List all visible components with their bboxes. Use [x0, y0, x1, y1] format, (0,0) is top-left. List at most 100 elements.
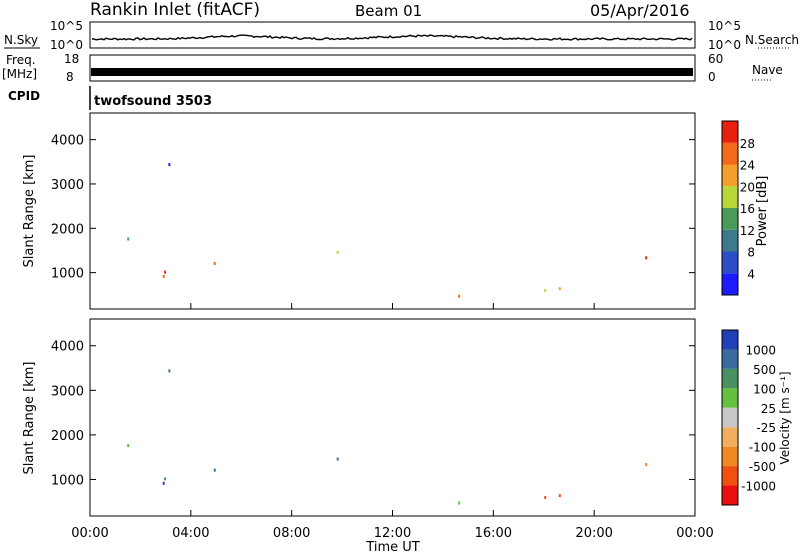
- colorbar-segment: [722, 121, 738, 143]
- velocity-echo: [213, 468, 216, 472]
- power-echo: [458, 294, 461, 298]
- y-tick-label: 4000: [51, 134, 84, 149]
- power-echo: [544, 289, 547, 293]
- colorbar-segment: [722, 349, 738, 369]
- nave-tick-high: 60: [708, 52, 723, 66]
- colorbar-tick: 28: [740, 137, 755, 151]
- power-echo: [558, 287, 561, 291]
- velocity-y-ticks: 1000 2000 3000 4000: [51, 340, 695, 488]
- freq-panel: Freq. [MHz] 18 8 Nave 60 0: [2, 52, 783, 84]
- colorbar-tick: -25: [756, 421, 776, 435]
- noise-panel: N.Sky 10^5 10^0 N.Search 10^5 10^0: [4, 19, 799, 52]
- y-tick-label: 4000: [51, 340, 84, 355]
- nsky-tick-high: 10^5: [50, 19, 83, 33]
- colorbar-segment: [722, 407, 738, 428]
- colorbar-segment: [722, 368, 738, 389]
- nave-label: Nave: [752, 63, 783, 77]
- colorbar-segment: [722, 485, 738, 505]
- velocity-echo: [168, 369, 171, 373]
- power-echo: [213, 262, 216, 265]
- velocity-echo: [458, 501, 461, 505]
- velocity-panel: 1000 2000 3000 4000 Slant Range [km] 1000 50…: [22, 303, 792, 555]
- freq-unit: [MHz]: [2, 67, 37, 81]
- colorbar-tick: -100: [749, 441, 776, 455]
- nave-tick-low: 0: [708, 70, 716, 84]
- power-echo: [164, 270, 167, 274]
- colorbar-tick: 8: [747, 246, 755, 260]
- y-tick-label: 2000: [51, 222, 84, 237]
- x-tick-label: 20:00: [575, 526, 612, 541]
- y-tick-label: 3000: [51, 384, 84, 399]
- colorbar-segment: [722, 142, 738, 165]
- velocity-echo: [164, 477, 167, 481]
- cpid-panel: CPID twofsound 3503: [8, 86, 212, 110]
- x-tick-label: 12:00: [374, 526, 411, 541]
- x-tick-label: 04:00: [172, 526, 209, 541]
- colorbar-tick: 100: [753, 382, 776, 396]
- colorbar-tick: -1000: [741, 480, 776, 494]
- colorbar-segment: [722, 273, 738, 295]
- colorbar-tick: 12: [740, 224, 755, 238]
- velocity-colorbar-label: Velocity [m s⁻¹]: [778, 371, 792, 464]
- velocity-echo: [558, 494, 561, 498]
- colorbar-frame: [721, 329, 739, 506]
- power-ylabel: Slant Range [km]: [22, 155, 37, 268]
- x-ticks: 00:00 04:00 08:00 12:00 16:00 20:00 00:00: [71, 303, 714, 541]
- y-tick-label: 1000: [51, 473, 84, 488]
- nsky-tick-low: 10^0: [50, 38, 83, 52]
- y-tick-label: 1000: [51, 267, 84, 282]
- colorbar-tick: -500: [749, 460, 776, 474]
- velocity-echo: [645, 463, 648, 466]
- colorbar-segment: [722, 330, 738, 350]
- colorbar-tick: 16: [740, 202, 755, 216]
- colorbar-segment: [722, 466, 738, 486]
- nsearch-tick-low: 10^0: [708, 38, 741, 52]
- power-echo: [336, 250, 339, 254]
- nsearch-label: N.Search: [745, 33, 799, 47]
- cpid-value: twofsound 3503: [94, 94, 212, 109]
- power-echo: [645, 256, 648, 260]
- nsearch-tick-high: 10^5: [708, 19, 741, 33]
- beam-title: Beam 01: [355, 2, 422, 20]
- power-echo: [127, 237, 130, 241]
- power-echo: [162, 274, 165, 278]
- colorbar-tick: 20: [740, 180, 755, 194]
- colorbar-tick: 25: [761, 402, 776, 416]
- colorbar-segment: [722, 251, 738, 274]
- x-axis-label: Time UT: [365, 540, 419, 554]
- nsky-label: N.Sky: [4, 33, 38, 47]
- colorbar-segment: [722, 208, 738, 230]
- colorbar-segment: [722, 427, 738, 447]
- velocity-scatter: [127, 369, 648, 505]
- colorbar-tick: 1000: [745, 343, 776, 357]
- velocity-echo: [336, 457, 339, 461]
- velocity-colorbar: 1000 500 100 25 -25 -100 -500 -1000: [721, 329, 776, 506]
- colorbar-tick: 500: [753, 363, 776, 377]
- colorbar-segment: [722, 446, 738, 467]
- freq-tick-low: 8: [66, 70, 74, 84]
- power-panel: 1000 2000 3000 4000 Slant Range [km] 4 8 12 16…: [22, 112, 770, 310]
- date-title: 05/Apr/2016: [590, 1, 690, 20]
- colorbar-segment: [722, 164, 738, 187]
- y-tick-label: 2000: [51, 429, 84, 444]
- x-tick-label: 16:00: [475, 526, 512, 541]
- freq-label: Freq.: [6, 53, 36, 67]
- nsky-trace: [91, 34, 693, 41]
- x-tick-label: 08:00: [273, 526, 310, 541]
- y-tick-label: 3000: [51, 178, 84, 193]
- cpid-label: CPID: [8, 89, 40, 103]
- colorbar-frame: [721, 120, 739, 296]
- power-y-ticks: 1000 2000 3000 4000: [51, 134, 695, 282]
- site-title: Rankin Inlet (fitACF): [90, 0, 260, 20]
- freq-band: [91, 68, 693, 76]
- power-colorbar-label: Power [dB]: [755, 176, 770, 247]
- velocity-echo: [162, 481, 165, 485]
- power-echo: [168, 163, 171, 167]
- freq-tick-high: 18: [64, 52, 79, 66]
- x-tick-label: 00:00: [676, 526, 713, 541]
- colorbar-segment: [722, 186, 738, 208]
- x-tick-label: 00:00: [71, 526, 108, 541]
- velocity-echo: [544, 496, 547, 499]
